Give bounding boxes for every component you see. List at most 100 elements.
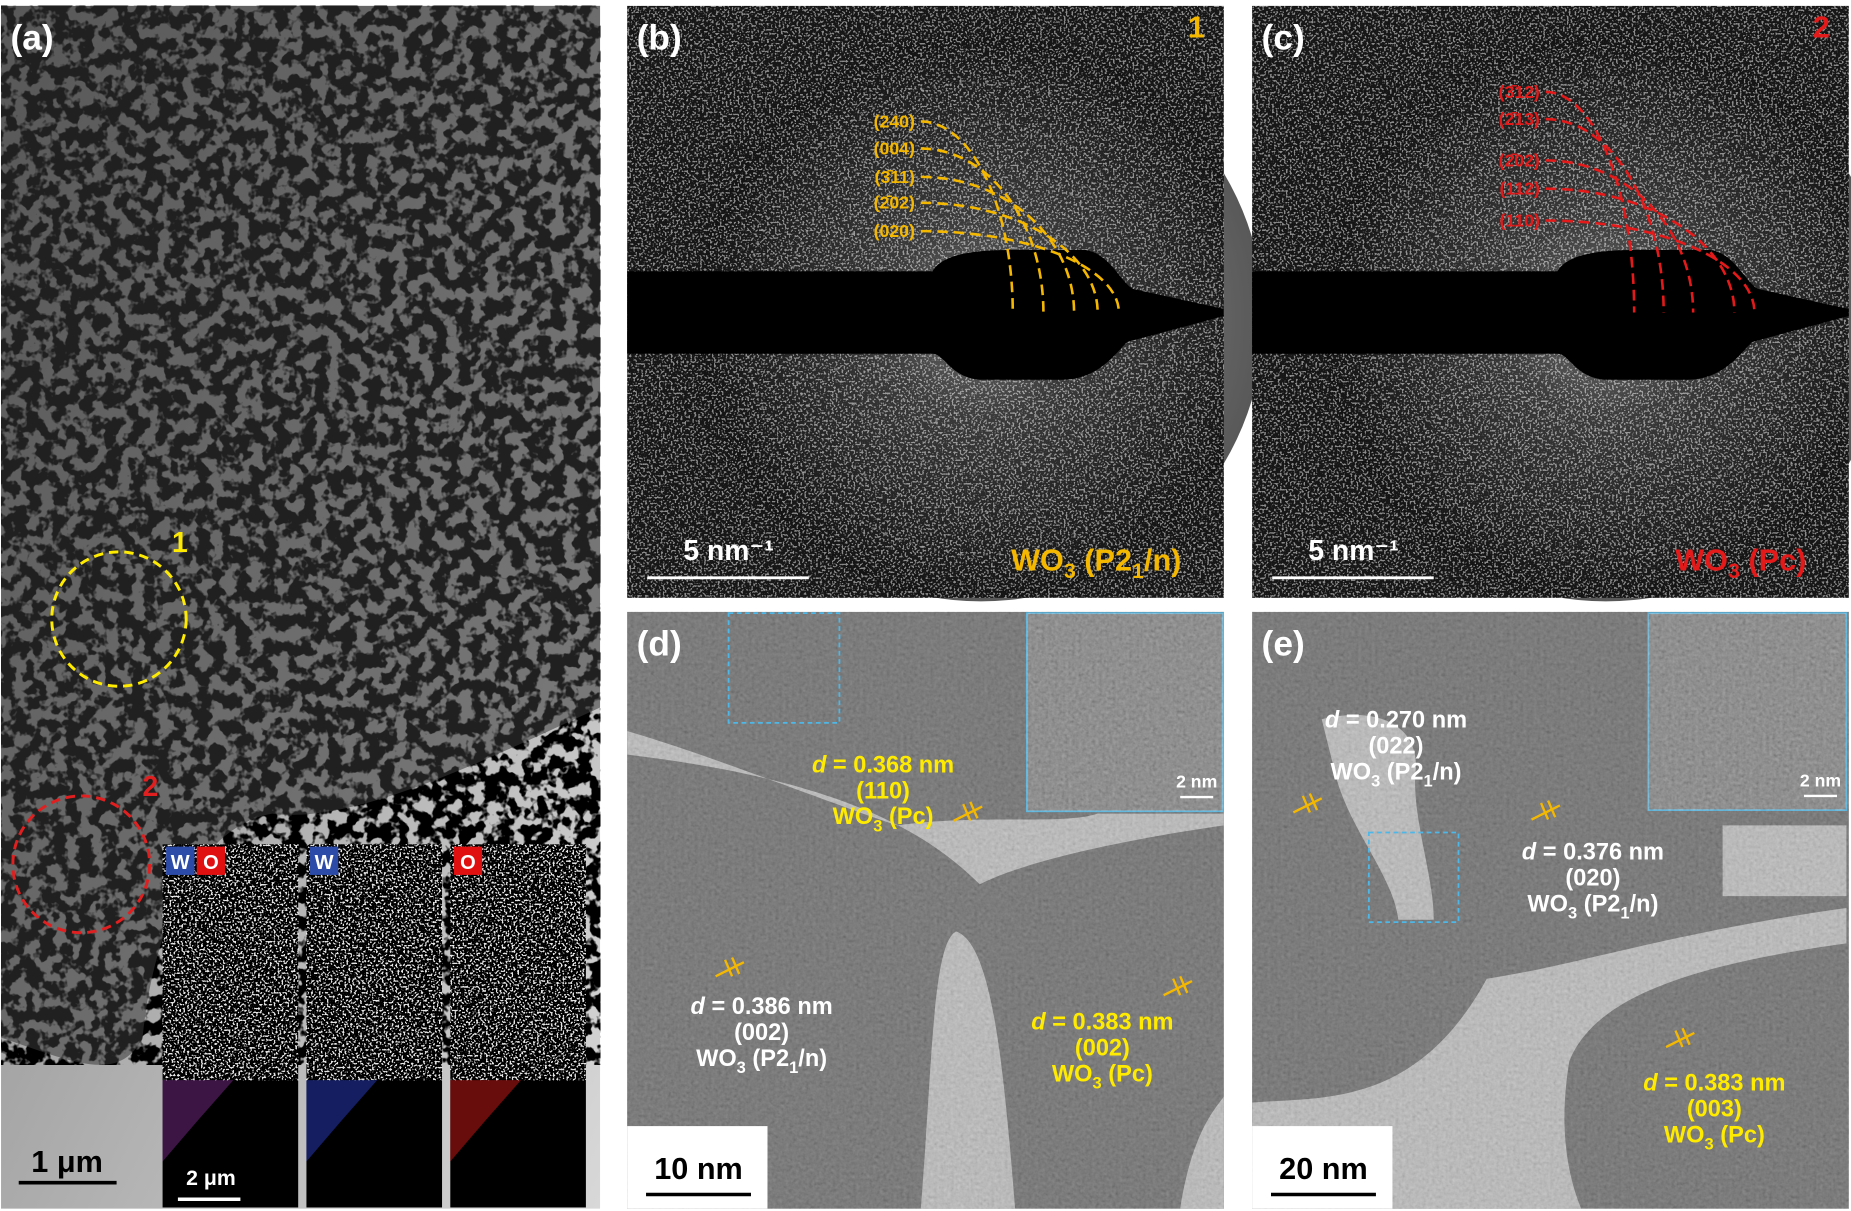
region-label: 2 bbox=[143, 770, 159, 802]
annotation: WO3 (P21/n) bbox=[1330, 758, 1461, 790]
scale-label: 2 μm bbox=[186, 1167, 236, 1190]
ring-index: (112) bbox=[1500, 179, 1540, 199]
text-part: d bbox=[1031, 1008, 1046, 1034]
region-label: 1 bbox=[1188, 11, 1205, 45]
ring-index: (3̄11) bbox=[875, 167, 915, 187]
text-part: 3 bbox=[1371, 773, 1380, 791]
ring-index: (004) bbox=[874, 138, 915, 158]
text-part: 3 bbox=[1568, 905, 1577, 923]
fringe-marker bbox=[1531, 800, 1561, 821]
text-part: = 0.270 nm bbox=[1339, 707, 1467, 733]
plane-index: (022) bbox=[1368, 732, 1423, 758]
element-badge bbox=[166, 846, 195, 875]
panel-b: (240) (004) (3̄11) (2̄02) (020) (b) 1 5 nm⁻¹ WO3… bbox=[627, 5, 1264, 602]
panel-label: (d) bbox=[637, 625, 682, 664]
beam-stop bbox=[1252, 249, 1849, 380]
text-part: /n) bbox=[1630, 890, 1659, 916]
annotation: d = 0.386 nm bbox=[690, 993, 832, 1019]
selection-box bbox=[1367, 831, 1460, 923]
scale-label: 5 nm⁻¹ bbox=[1308, 534, 1398, 566]
ring-index: (110) bbox=[1500, 210, 1540, 230]
region-label: 2 bbox=[1813, 11, 1830, 45]
ring-index: (3̄12) bbox=[1499, 82, 1540, 102]
eds-signal bbox=[306, 1080, 443, 1162]
text-part: (P2 bbox=[746, 1045, 789, 1071]
plane-index: (002) bbox=[1075, 1034, 1130, 1060]
eds-signal bbox=[306, 844, 443, 1081]
eds-signal bbox=[162, 844, 299, 1081]
fringe-marker bbox=[953, 801, 983, 822]
fringe-marker bbox=[1665, 1027, 1695, 1049]
text-part: 1 bbox=[1620, 905, 1629, 923]
ring-arc bbox=[1545, 187, 1736, 313]
text-part: 1 bbox=[1132, 559, 1144, 583]
ring-arc bbox=[1545, 117, 1665, 313]
ring-index: (2̄02) bbox=[874, 193, 915, 213]
text-part: d bbox=[1643, 1070, 1658, 1096]
fringe-marker bbox=[1292, 793, 1323, 814]
annotation: d = 0.270 nm bbox=[1325, 707, 1467, 733]
particle-shade bbox=[1, 5, 601, 1065]
element-badge bbox=[453, 846, 483, 875]
element-label: O bbox=[460, 852, 476, 874]
panel-label: (b) bbox=[637, 19, 682, 58]
text-part: WO bbox=[833, 803, 874, 829]
beam-stop bbox=[627, 249, 1224, 380]
scale-label: 20 nm bbox=[1279, 1152, 1368, 1186]
text-part: 1 bbox=[789, 1059, 798, 1077]
annotation: d = 0.376 nm bbox=[1522, 839, 1664, 865]
fringe-marker bbox=[1163, 975, 1193, 997]
panel-label: (e) bbox=[1262, 625, 1305, 664]
text-part: (P2 bbox=[1380, 758, 1423, 784]
text-part: = 0.383 nm bbox=[1046, 1008, 1174, 1034]
text-part: /n) bbox=[1144, 544, 1181, 578]
ring-index: (240) bbox=[874, 111, 915, 131]
panel-e: 2 nm(e)20 nmd = 0.270 nm(022)WO3 (P21/n)… bbox=[1252, 611, 1849, 1209]
text-part: /n) bbox=[1433, 758, 1462, 784]
text-part: WO bbox=[1664, 1122, 1705, 1148]
text-part: (P2 bbox=[1076, 544, 1132, 578]
text-part: (Pc) bbox=[882, 803, 933, 829]
annotation: d = 0.368 nm bbox=[812, 751, 954, 777]
text-part: d bbox=[690, 993, 705, 1019]
ring-arc bbox=[920, 201, 1099, 313]
selection-box bbox=[727, 612, 841, 724]
scale-label: 1 μm bbox=[31, 1145, 103, 1179]
ring-arc bbox=[920, 175, 1076, 313]
annotation: d = 0.383 nm bbox=[1643, 1070, 1785, 1096]
element-badge bbox=[196, 846, 226, 875]
text-part: WO bbox=[1675, 544, 1728, 578]
text-part: d bbox=[1325, 707, 1340, 733]
ring-index: (020) bbox=[874, 221, 915, 241]
ring-index: (2̄13) bbox=[1499, 109, 1540, 129]
annotation: WO3 (Pc) bbox=[1664, 1122, 1765, 1154]
element-label: O bbox=[203, 852, 219, 874]
text-part: 1 bbox=[1424, 773, 1433, 791]
text-part: /n) bbox=[798, 1045, 827, 1071]
text-part: WO bbox=[1011, 544, 1064, 578]
ring-arc bbox=[1545, 219, 1756, 313]
scale-label: 5 nm⁻¹ bbox=[683, 534, 773, 566]
panel-a: (a) 1 2 1 μm W O W O2 μm bbox=[1, 5, 601, 1209]
panel-c: (3̄12) (2̄13) (2̄02) (112) (110) (c) 2 5 nm⁻¹ WO… bbox=[1252, 5, 1851, 602]
plane-index: (110) bbox=[856, 777, 910, 803]
element-label: W bbox=[171, 852, 190, 874]
plane-index: (002) bbox=[734, 1019, 789, 1045]
text-part: 3 bbox=[1705, 1136, 1714, 1154]
annotation: d = 0.383 nm bbox=[1031, 1008, 1173, 1034]
region-label: 1 bbox=[172, 526, 188, 558]
inset-scale-label: 2 nm bbox=[1176, 772, 1217, 792]
text-part: 3 bbox=[873, 817, 882, 835]
element-badge bbox=[309, 846, 339, 875]
text-part: 3 bbox=[1728, 559, 1740, 583]
panel-label: (a) bbox=[10, 19, 53, 58]
plane-index: (003) bbox=[1687, 1096, 1742, 1122]
eds-signal bbox=[450, 1080, 586, 1162]
eds-signal bbox=[450, 844, 586, 1081]
ring-arc bbox=[1545, 159, 1695, 313]
text-part: WO bbox=[1052, 1060, 1093, 1086]
ring-arc bbox=[1545, 90, 1636, 313]
fringe-marker bbox=[715, 957, 745, 978]
eds-maps: W O W O2 μm bbox=[162, 844, 586, 1208]
